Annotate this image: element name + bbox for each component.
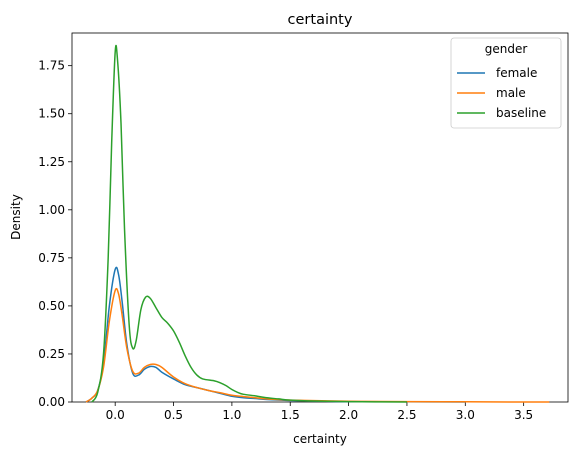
legend-label-female: female bbox=[496, 66, 537, 80]
x-axis-label: certainty bbox=[293, 432, 347, 446]
legend-box bbox=[450, 37, 562, 129]
x-tick-label: 1.0 bbox=[222, 408, 241, 422]
y-tick-label: 1.50 bbox=[38, 107, 65, 121]
y-tick-label: 1.00 bbox=[38, 203, 65, 217]
legend-label-male: male bbox=[496, 86, 526, 100]
x-tick-label: 0.5 bbox=[164, 408, 183, 422]
y-tick-label: 0.75 bbox=[38, 251, 65, 265]
y-tick-label: 1.25 bbox=[38, 155, 65, 169]
x-tick-label: 3.5 bbox=[514, 408, 533, 422]
legend-title: gender bbox=[485, 42, 528, 56]
y-axis-label: Density bbox=[9, 194, 23, 240]
legend: gender female male baseline bbox=[450, 37, 562, 129]
legend-label-baseline: baseline bbox=[496, 106, 546, 120]
y-tick-label: 0.50 bbox=[38, 299, 65, 313]
y-axis-ticks: 0.00 0.25 0.50 0.75 1.00 1.25 1.50 1.75 bbox=[38, 59, 72, 409]
legend-entries: female male baseline bbox=[457, 66, 546, 120]
x-tick-label: 2.0 bbox=[339, 408, 358, 422]
x-tick-label: 3.0 bbox=[456, 408, 475, 422]
y-tick-label: 0.25 bbox=[38, 347, 65, 361]
y-tick-label: 1.75 bbox=[38, 59, 65, 73]
x-axis-ticks: 0.0 0.5 1.0 1.5 2.0 2.5 3.0 3.5 bbox=[106, 402, 533, 422]
chart-title: certainty bbox=[288, 12, 353, 28]
series-line-baseline bbox=[91, 44, 407, 403]
y-tick-label: 0.00 bbox=[38, 395, 65, 409]
x-tick-label: 0.0 bbox=[106, 408, 125, 422]
series-lines bbox=[85, 44, 550, 403]
x-tick-label: 1.5 bbox=[281, 408, 300, 422]
x-tick-label: 2.5 bbox=[397, 408, 416, 422]
